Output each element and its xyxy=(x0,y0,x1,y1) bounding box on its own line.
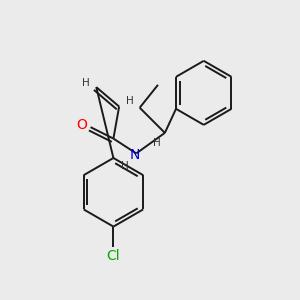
Text: H: H xyxy=(153,138,161,148)
Text: O: O xyxy=(76,118,87,132)
Text: H: H xyxy=(121,161,129,171)
Text: H: H xyxy=(125,96,133,106)
Text: H: H xyxy=(82,78,90,88)
Text: N: N xyxy=(130,148,140,162)
Text: Cl: Cl xyxy=(106,249,120,263)
